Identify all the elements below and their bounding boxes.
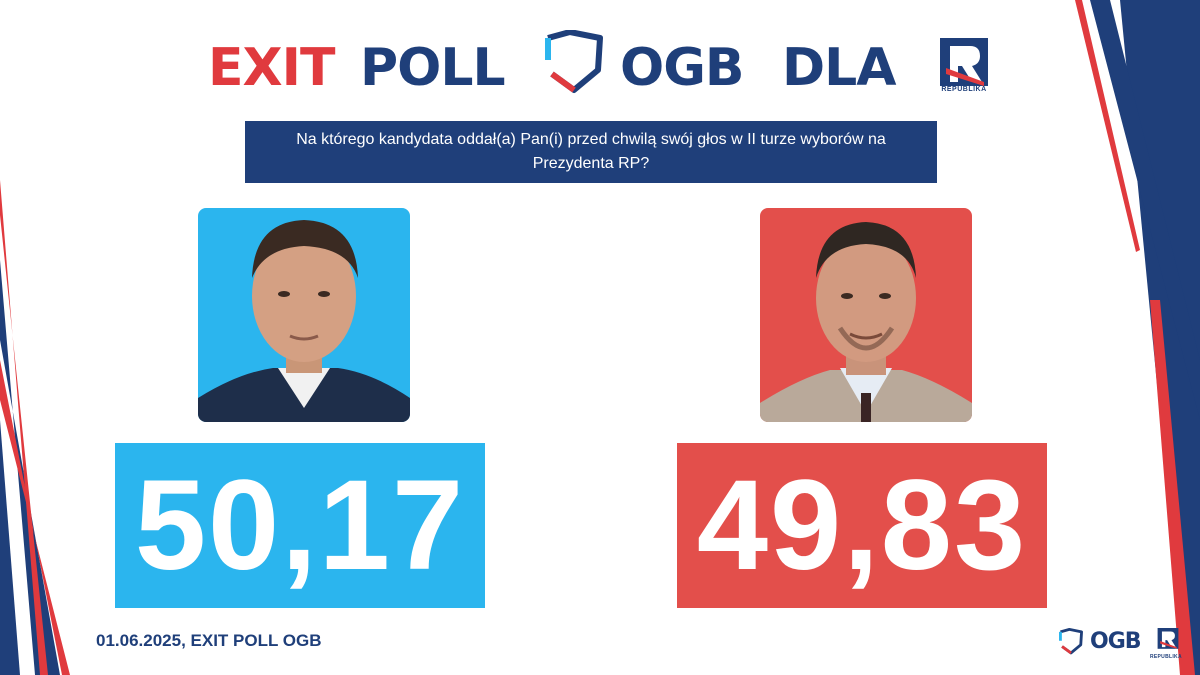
portrait-left bbox=[198, 208, 410, 422]
footer-republika-logo-icon bbox=[1157, 628, 1179, 649]
footer-source: 01.06.2025, EXIT POLL OGB bbox=[96, 631, 322, 650]
portrait-right bbox=[760, 208, 972, 422]
footer-ogb: OGB bbox=[1090, 629, 1142, 654]
header-dla: DLA bbox=[782, 38, 897, 98]
footer-ogb-shield-icon bbox=[1059, 628, 1083, 655]
ogb-shield-icon bbox=[545, 30, 603, 93]
footer-republika-label: REPUBLIKA bbox=[1150, 654, 1182, 660]
republika-label: REPUBLIKA bbox=[941, 86, 987, 93]
header-poll: POLL bbox=[360, 38, 506, 98]
header: EXIT POLL OGB DLA bbox=[0, 30, 1200, 100]
header-exit: EXIT bbox=[208, 38, 335, 98]
percent-left: 50,17 bbox=[115, 443, 485, 608]
republika-logo-icon bbox=[940, 38, 988, 86]
header-ogb: OGB bbox=[620, 38, 745, 98]
question-banner: Na którego kandydata oddał(a) Pan(i) prz… bbox=[245, 121, 937, 183]
percent-right: 49,83 bbox=[677, 443, 1047, 608]
